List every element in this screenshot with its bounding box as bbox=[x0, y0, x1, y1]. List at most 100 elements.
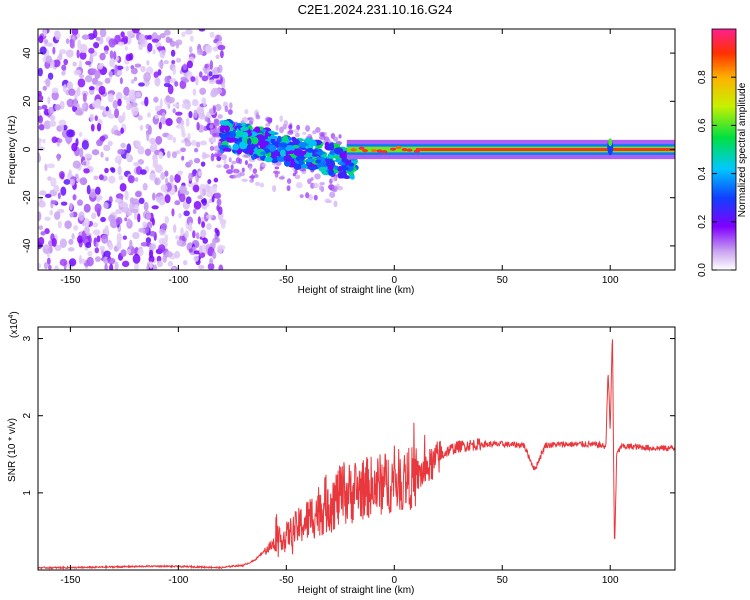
noise-blob bbox=[79, 51, 87, 60]
noise-blob bbox=[104, 263, 108, 270]
signal-blob bbox=[264, 156, 273, 163]
noise-blob bbox=[204, 185, 211, 193]
noise-blob bbox=[123, 86, 130, 97]
noise-blob bbox=[63, 58, 69, 66]
noise-blob bbox=[156, 260, 163, 268]
noise-blob bbox=[210, 153, 215, 162]
carrier-segment bbox=[401, 148, 408, 152]
noise-blob bbox=[77, 235, 83, 244]
noise-blob bbox=[214, 227, 219, 234]
noise-blob bbox=[107, 257, 116, 265]
signal-blob bbox=[327, 165, 334, 171]
noise-blob bbox=[318, 185, 323, 191]
noise-blob bbox=[83, 161, 87, 166]
noise-blob bbox=[177, 170, 184, 176]
noise-blob bbox=[154, 177, 161, 186]
noise-blob bbox=[231, 160, 237, 165]
colorbar-tick-label: 0.8 bbox=[697, 70, 708, 84]
noise-blob bbox=[201, 198, 208, 206]
noise-blob bbox=[130, 67, 138, 75]
noise-blob bbox=[205, 214, 213, 219]
noise-blob bbox=[209, 258, 214, 265]
noise-blob bbox=[294, 169, 298, 175]
noise-blob bbox=[61, 64, 67, 71]
noise-blob bbox=[132, 231, 140, 240]
noise-blob bbox=[89, 113, 95, 122]
noise-blob bbox=[201, 97, 206, 103]
noise-blob bbox=[223, 159, 227, 165]
noise-blob bbox=[47, 264, 52, 270]
noise-blob bbox=[41, 104, 48, 110]
noise-blob bbox=[151, 217, 155, 226]
noise-blob bbox=[57, 220, 62, 229]
noise-blob bbox=[196, 105, 202, 115]
noise-blob bbox=[201, 75, 209, 82]
noise-blob bbox=[73, 69, 82, 76]
snr-x-tick-label: -50 bbox=[279, 575, 294, 586]
noise-blob bbox=[122, 35, 129, 42]
noise-blob bbox=[172, 136, 177, 144]
noise-blob bbox=[265, 117, 272, 122]
noise-blob bbox=[217, 44, 226, 51]
signal-blob bbox=[282, 134, 288, 143]
noise-blob bbox=[241, 167, 245, 173]
spectrogram-y-axis: -40 -20 0 20 40 bbox=[22, 47, 675, 253]
noise-blob bbox=[201, 204, 208, 210]
noise-blob bbox=[166, 150, 171, 159]
noise-blob bbox=[153, 264, 158, 270]
noise-blob bbox=[172, 66, 177, 76]
signal-blob bbox=[334, 158, 343, 163]
noise-blob bbox=[47, 96, 51, 105]
noise-blob bbox=[119, 202, 125, 208]
noise-blob bbox=[183, 210, 190, 217]
spectrogram-y-label: Frequency (Hz) bbox=[7, 116, 18, 185]
noise-blob bbox=[209, 145, 215, 151]
signal-blob bbox=[225, 131, 231, 136]
noise-blob bbox=[94, 70, 101, 80]
noise-blob bbox=[124, 45, 128, 51]
noise-blob bbox=[108, 38, 116, 48]
noise-blob bbox=[76, 86, 81, 97]
noise-blob bbox=[190, 35, 194, 43]
noise-blob bbox=[116, 70, 123, 76]
noise-blob bbox=[69, 178, 76, 186]
noise-blob bbox=[259, 182, 265, 188]
noise-blob bbox=[199, 187, 203, 197]
noise-blob bbox=[66, 129, 74, 138]
signal-blob bbox=[298, 159, 304, 165]
noise-blob bbox=[171, 151, 177, 159]
noise-blob bbox=[319, 182, 325, 186]
noise-blob bbox=[122, 235, 128, 240]
noise-blob bbox=[148, 255, 155, 263]
signal-blob bbox=[341, 166, 350, 171]
noise-blob bbox=[142, 221, 148, 229]
noise-blob bbox=[195, 75, 199, 86]
noise-blob bbox=[45, 77, 51, 88]
signal-blob bbox=[240, 126, 249, 131]
noise-blob bbox=[115, 91, 123, 102]
noise-blob bbox=[216, 245, 223, 254]
noise-blob bbox=[72, 61, 77, 67]
noise-blob bbox=[275, 124, 279, 131]
signal-blob bbox=[224, 125, 230, 133]
colorbar-tick-label: 0.2 bbox=[697, 214, 708, 228]
noise-blob bbox=[221, 83, 226, 89]
signal-blob bbox=[306, 147, 314, 153]
noise-blob bbox=[120, 249, 127, 257]
signal-blob bbox=[285, 145, 295, 152]
noise-blob bbox=[133, 161, 141, 167]
noise-blob bbox=[332, 136, 339, 142]
noise-blob bbox=[216, 198, 222, 206]
noise-blob bbox=[167, 103, 171, 109]
noise-blob bbox=[158, 121, 162, 130]
noise-blob bbox=[99, 52, 106, 61]
carrier-segment bbox=[406, 148, 413, 152]
noise-blob bbox=[113, 50, 117, 60]
snr-y-tick-label: 2 bbox=[22, 412, 33, 418]
noise-blob bbox=[326, 200, 333, 204]
noise-blob bbox=[38, 142, 41, 147]
noise-blob bbox=[104, 167, 109, 174]
signal-blob bbox=[315, 145, 323, 149]
noise-blob bbox=[180, 227, 184, 237]
noise-blob bbox=[130, 79, 135, 84]
